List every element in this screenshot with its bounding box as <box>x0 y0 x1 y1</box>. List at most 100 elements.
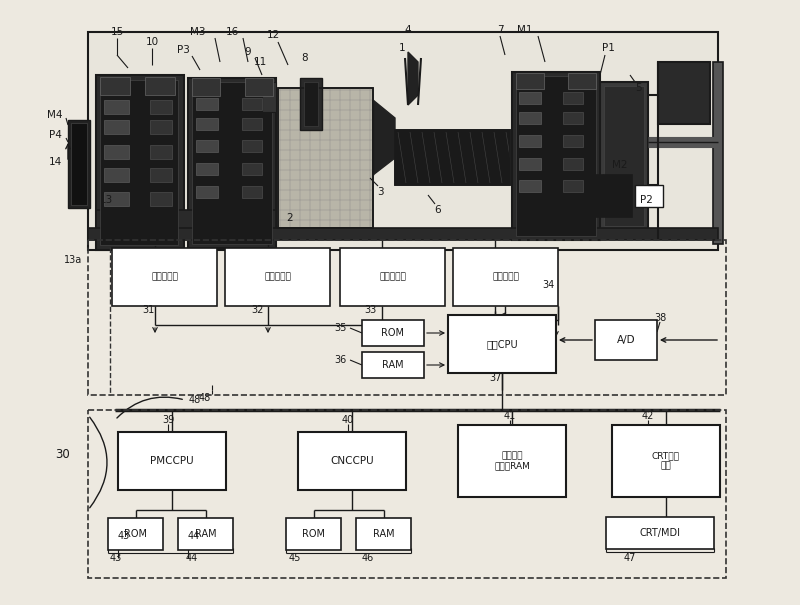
Bar <box>242 186 262 198</box>
Text: CRT显示
电路: CRT显示 电路 <box>652 451 680 471</box>
Text: 2: 2 <box>286 213 294 223</box>
Bar <box>604 86 644 226</box>
Text: 5: 5 <box>634 83 642 93</box>
Bar <box>242 163 262 175</box>
Bar <box>196 140 218 152</box>
Bar <box>519 180 541 192</box>
Text: 45: 45 <box>289 553 301 563</box>
Bar <box>245 78 273 96</box>
Bar <box>88 32 718 250</box>
Bar <box>519 135 541 147</box>
Text: 31: 31 <box>142 305 154 315</box>
Bar <box>150 145 172 159</box>
Bar <box>150 192 172 206</box>
Bar <box>356 518 411 550</box>
Bar <box>104 120 129 134</box>
Bar <box>635 185 663 207</box>
Bar <box>563 92 583 104</box>
Bar <box>68 120 90 208</box>
Text: 9: 9 <box>245 47 251 57</box>
Text: P2: P2 <box>640 195 653 205</box>
Bar <box>516 73 544 89</box>
Text: 37: 37 <box>489 373 501 383</box>
Text: ROM: ROM <box>302 529 325 539</box>
Text: 13a: 13a <box>64 255 82 265</box>
Bar <box>286 518 341 550</box>
Text: 15: 15 <box>110 27 124 37</box>
Text: 1: 1 <box>398 43 406 53</box>
Text: P1: P1 <box>602 43 614 53</box>
Text: M1: M1 <box>518 25 533 35</box>
Bar <box>600 82 648 230</box>
Text: RAM: RAM <box>194 529 216 539</box>
Polygon shape <box>408 52 418 105</box>
Text: 38: 38 <box>654 313 666 323</box>
Bar <box>104 100 129 114</box>
Bar <box>519 92 541 104</box>
Bar <box>395 130 510 185</box>
Text: 33: 33 <box>364 305 376 315</box>
Bar <box>150 120 172 134</box>
Text: 7: 7 <box>497 25 503 35</box>
Text: 42: 42 <box>642 411 654 421</box>
Text: 47: 47 <box>624 553 636 563</box>
Text: RAM: RAM <box>382 360 404 370</box>
Text: 44: 44 <box>188 531 200 541</box>
Bar <box>118 432 226 490</box>
Bar <box>104 192 129 206</box>
Text: 30: 30 <box>55 448 70 462</box>
Text: 成形数据
保存用RAM: 成形数据 保存用RAM <box>494 451 530 471</box>
Bar <box>563 180 583 192</box>
Bar <box>104 168 129 182</box>
Text: 伺服CPU: 伺服CPU <box>486 339 518 349</box>
Bar <box>225 248 330 306</box>
Text: 44: 44 <box>186 553 198 563</box>
Text: 41: 41 <box>504 411 516 421</box>
Bar <box>145 77 175 95</box>
Text: 10: 10 <box>146 37 158 47</box>
Text: 伺服放大器: 伺服放大器 <box>264 272 291 281</box>
Text: 11: 11 <box>254 57 266 67</box>
Bar <box>713 62 723 244</box>
Bar <box>340 248 445 306</box>
Bar <box>362 320 424 346</box>
Text: 6: 6 <box>434 205 442 215</box>
Bar <box>188 78 276 248</box>
Polygon shape <box>373 100 395 175</box>
Text: M4: M4 <box>46 110 62 120</box>
Text: 43: 43 <box>118 531 130 541</box>
Bar <box>658 62 710 124</box>
Text: 伺服放大器: 伺服放大器 <box>151 272 178 281</box>
Bar <box>88 410 726 578</box>
Text: P3: P3 <box>177 45 190 55</box>
Bar <box>395 130 510 185</box>
Bar <box>606 517 714 549</box>
Bar <box>612 425 720 497</box>
Bar <box>192 82 272 244</box>
Text: 36: 36 <box>334 355 347 365</box>
Text: ROM: ROM <box>382 328 405 338</box>
Bar <box>298 432 406 490</box>
Bar <box>458 425 566 497</box>
Bar <box>563 112 583 124</box>
Text: 3: 3 <box>377 187 383 197</box>
Bar <box>100 77 130 95</box>
Text: A/D: A/D <box>617 335 635 345</box>
Bar <box>192 78 220 96</box>
Bar <box>96 75 184 250</box>
Bar <box>242 118 262 130</box>
Bar <box>595 320 657 360</box>
Bar <box>568 73 596 89</box>
Text: 39: 39 <box>162 415 174 425</box>
Text: 35: 35 <box>334 323 347 333</box>
Text: CRT/MDI: CRT/MDI <box>639 528 681 538</box>
Text: 16: 16 <box>226 27 238 37</box>
Bar <box>262 82 276 112</box>
Bar <box>196 98 218 110</box>
Bar <box>104 145 129 159</box>
Bar <box>108 518 163 550</box>
Text: CNCCPU: CNCCPU <box>330 456 374 466</box>
Text: 12: 12 <box>266 30 280 40</box>
Text: 34: 34 <box>542 280 554 290</box>
Text: 48: 48 <box>199 393 211 403</box>
